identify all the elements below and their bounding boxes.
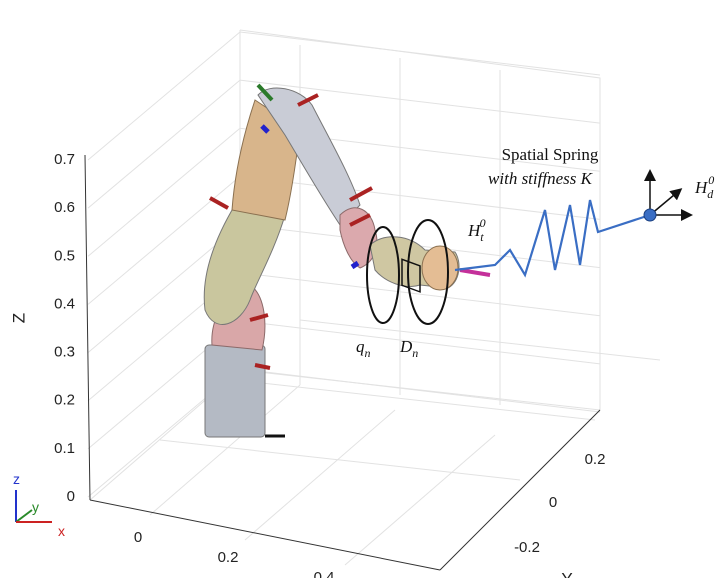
x-tick: 0.2 [218,549,239,566]
z-tick: 0.2 [54,392,75,409]
desired-frame-label: Hd0 [694,173,714,201]
joint-symbols [366,219,449,325]
z-gridline [87,368,601,498]
tool-frame-label: Ht0 [467,216,486,244]
damper-label: Dn [399,337,418,360]
z-gridline [87,79,601,209]
z-ticks: 0 0.1 0.2 0.3 0.4 0.5 0.6 0.7 [54,151,75,505]
y-tick: -0.2 [514,539,540,556]
triad-z: z [13,471,20,487]
z-gridline [87,127,601,257]
spring [454,199,651,278]
z-tick: 0.5 [54,247,75,264]
spring-subtitle: with stiffness K [488,169,594,188]
y-label: Y [561,569,572,578]
z-tick: 0.3 [54,344,75,361]
z-gridline [87,320,601,450]
z-tick: 0.6 [54,199,75,216]
grid [89,29,661,566]
z-tick: 0.4 [54,295,75,312]
robot [203,83,491,438]
z-tick: 0.7 [54,151,75,168]
desired-frame [643,169,693,222]
x-tick: 0 [134,529,142,546]
spring-title: Spatial Spring [502,145,599,164]
x-tick: 0.4 [314,569,335,578]
z-tick: 0 [67,488,75,505]
z-gridlines [87,31,601,498]
y-tick: 0.2 [585,451,606,468]
z-label: Z [9,313,28,323]
axis-triad: z y x [13,471,65,539]
triad-x: x [58,523,65,539]
z-gridline [87,31,601,161]
y-tick: 0 [549,494,557,511]
z-tick: 0.1 [54,440,75,457]
axes-box [84,154,601,571]
triad-y: y [32,499,39,515]
joint-label: qn [356,337,371,360]
